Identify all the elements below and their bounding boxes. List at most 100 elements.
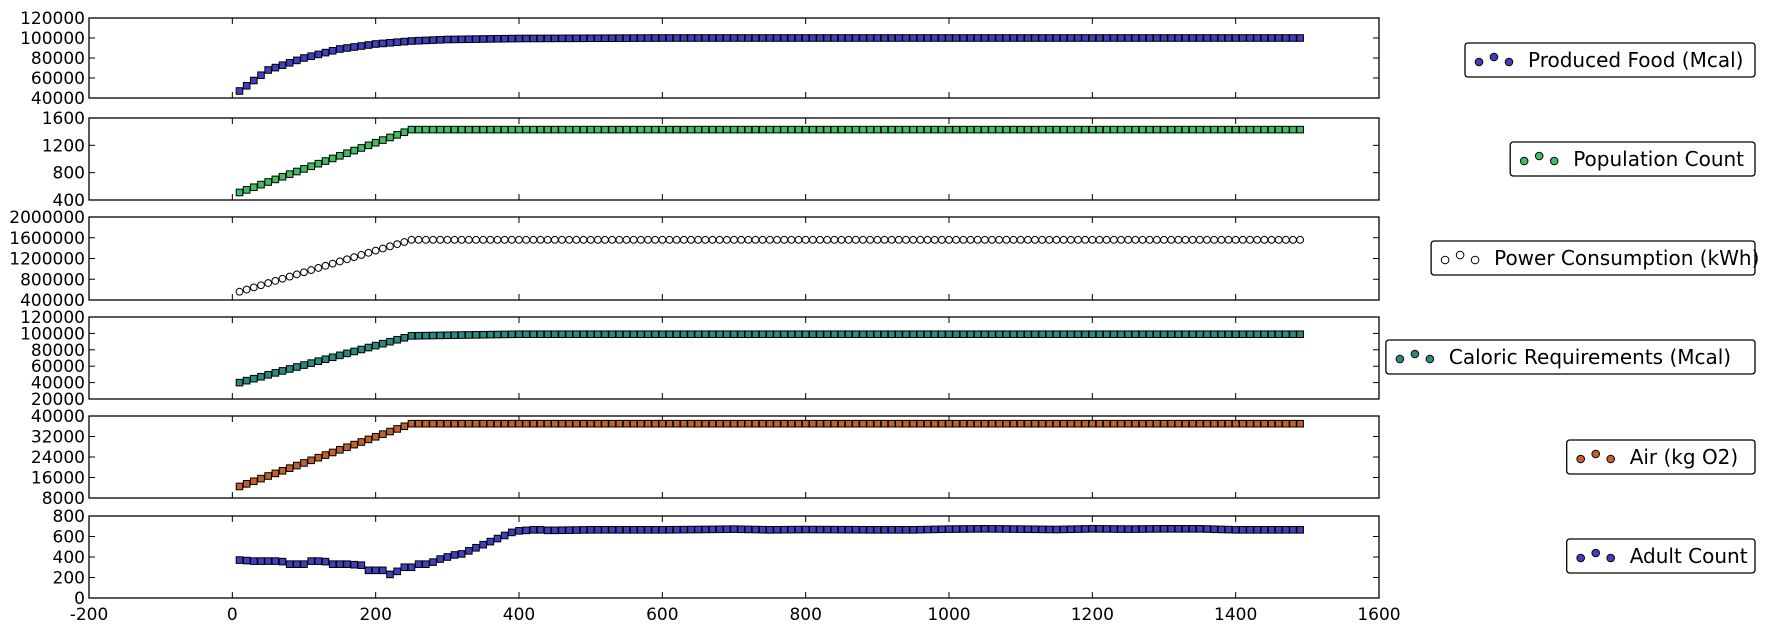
- data-point: [321, 157, 330, 165]
- data-point: [1124, 235, 1133, 244]
- subplot-2: 400 800 1200 1600: [42, 109, 1380, 211]
- y-tick-label: 2000000: [9, 208, 85, 228]
- data-point: [637, 526, 645, 534]
- data-point: [651, 235, 660, 244]
- data-point: [1153, 125, 1161, 134]
- data-point: [1016, 34, 1025, 42]
- x-tick-label: 1400: [1214, 605, 1257, 625]
- data-point: [536, 235, 545, 244]
- data-point: [393, 425, 401, 433]
- data-point: [787, 330, 796, 339]
- data-point: [945, 525, 953, 533]
- data-point: [1231, 526, 1240, 534]
- data-point: [343, 255, 351, 264]
- data-point: [515, 125, 523, 134]
- data-point: [307, 52, 315, 61]
- data-point: [500, 531, 509, 540]
- data-point: [386, 39, 394, 47]
- data-point: [522, 526, 530, 535]
- data-point: [852, 330, 860, 339]
- data-point: [1181, 419, 1190, 428]
- data-point: [636, 235, 645, 244]
- data-point: [966, 34, 975, 42]
- data-point: [1088, 419, 1097, 428]
- data-point: [450, 419, 459, 428]
- data-point: [1110, 34, 1118, 42]
- data-point: [350, 146, 358, 155]
- data-point: [1289, 235, 1297, 244]
- data-point: [586, 419, 595, 428]
- data-point: [242, 556, 251, 565]
- data-point: [1038, 330, 1046, 339]
- data-point: [572, 330, 581, 339]
- data-point: [1282, 125, 1290, 134]
- data-point: [429, 125, 437, 134]
- data-point: [708, 125, 717, 134]
- data-point: [1074, 235, 1082, 244]
- data-point: [780, 125, 788, 134]
- data-point: [558, 330, 566, 339]
- data-point: [1267, 125, 1276, 134]
- data-point: [1024, 34, 1032, 42]
- data-point: [808, 235, 817, 244]
- data-point: [902, 330, 910, 339]
- data-point: [249, 283, 258, 292]
- data-point: [923, 34, 932, 42]
- data-point: [1088, 330, 1097, 339]
- data-point: [1296, 330, 1304, 339]
- data-point: [1246, 125, 1254, 134]
- data-point: [816, 235, 824, 244]
- data-point: [880, 526, 889, 534]
- data-point: [314, 557, 323, 565]
- data-point: [723, 125, 731, 134]
- data-point: [407, 563, 416, 572]
- data-point: [1067, 419, 1075, 428]
- data-point: [1081, 330, 1089, 339]
- data-point: [1131, 235, 1140, 244]
- data-point: [859, 125, 867, 134]
- data-point: [923, 419, 932, 428]
- y-tick-label: 400000: [20, 291, 85, 311]
- data-point: [773, 125, 781, 134]
- data-point: [508, 419, 516, 428]
- data-point: [1059, 235, 1068, 244]
- data-point: [981, 419, 989, 428]
- data-point: [436, 36, 444, 44]
- data-point: [866, 125, 874, 134]
- data-point: [457, 35, 466, 44]
- data-point: [1267, 526, 1276, 534]
- data-point: [1088, 525, 1097, 533]
- data-point: [414, 36, 423, 45]
- data-point: [271, 369, 280, 377]
- data-point: [264, 472, 272, 480]
- data-point: [479, 125, 487, 134]
- data-point: [551, 330, 559, 339]
- data-point: [565, 235, 574, 244]
- data-point: [1246, 330, 1254, 339]
- data-point: [830, 34, 839, 42]
- data-point: [586, 34, 595, 43]
- data-point: [1167, 419, 1175, 428]
- data-point: [1031, 419, 1039, 428]
- data-point: [1224, 330, 1233, 339]
- data-point: [328, 353, 337, 362]
- data-point: [536, 526, 545, 534]
- data-point: [264, 557, 272, 565]
- data-point: [809, 34, 817, 42]
- data-point: [1109, 235, 1118, 244]
- data-point: [1045, 34, 1054, 42]
- data-point: [873, 419, 882, 428]
- data-point: [1124, 34, 1132, 42]
- data-point: [486, 235, 495, 244]
- data-point: [1196, 419, 1204, 428]
- data-point: [608, 235, 617, 244]
- data-point: [744, 419, 753, 428]
- data-point: [443, 35, 452, 44]
- data-point: [300, 268, 308, 277]
- data-point: [794, 34, 803, 42]
- data-point: [916, 235, 925, 244]
- data-point: [1167, 125, 1175, 134]
- data-point: [830, 330, 839, 339]
- data-point: [507, 235, 516, 244]
